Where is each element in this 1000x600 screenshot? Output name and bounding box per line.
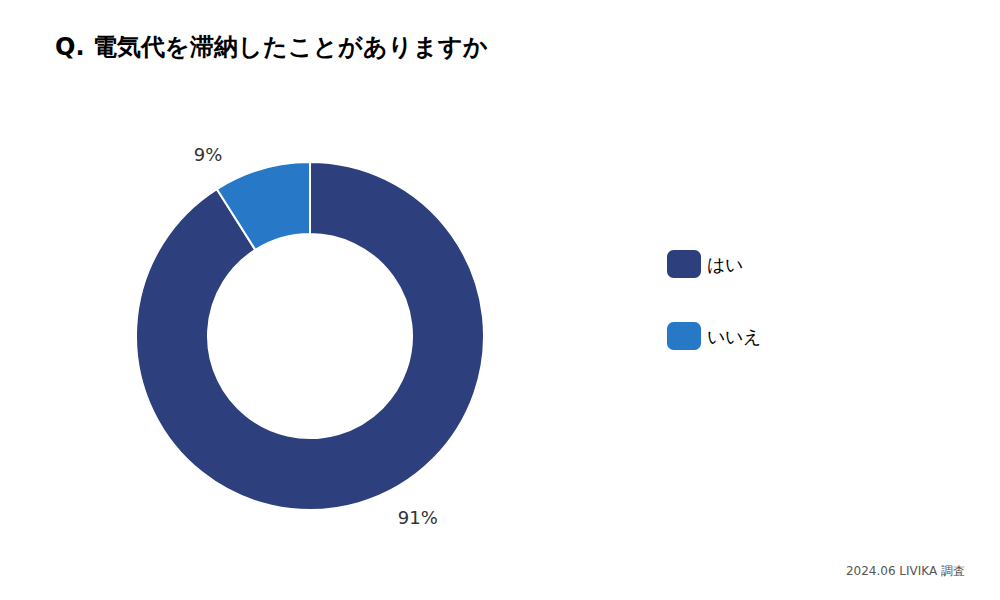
svg-text:2024.06 LIVIKA 調査: 2024.06 LIVIKA 調査: [846, 564, 965, 578]
svg-text:91%: 91%: [398, 507, 438, 528]
svg-text:いいえ: いいえ: [707, 326, 761, 347]
svg-text:Q. 電気代を滞納したことがありますか: Q. 電気代を滞納したことがありますか: [55, 33, 488, 61]
svg-text:はい: はい: [707, 254, 743, 275]
svg-text:9%: 9%: [194, 144, 223, 165]
